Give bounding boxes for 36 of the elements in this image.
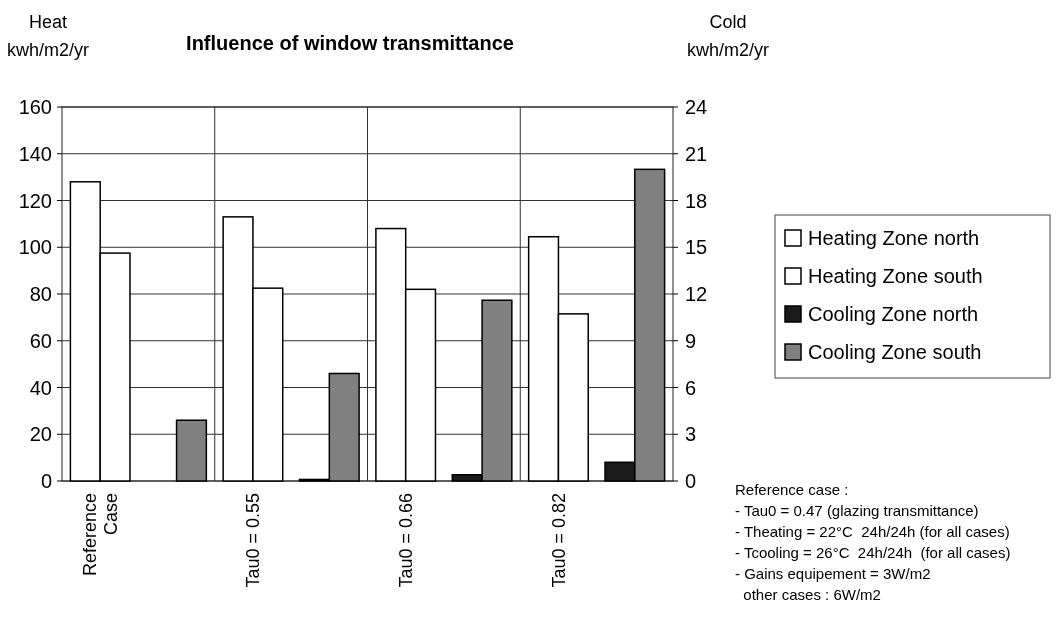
y2-tick-label: 18 xyxy=(685,189,708,212)
legend-label: Heating Zone north xyxy=(808,227,980,249)
y2-tick-label: 0 xyxy=(685,470,697,492)
text: - Gains equipement = 3W/m2 xyxy=(735,565,931,582)
y2-tick-label: 21 xyxy=(685,142,708,165)
text: - Tcooling = 26°C 24h/24h (for all cases) xyxy=(735,544,1011,561)
y-tick-label: 120 xyxy=(18,189,52,212)
y2-tick-label: 24 xyxy=(685,96,708,118)
y-tick-label: 40 xyxy=(29,376,52,399)
y-tick-label: 140 xyxy=(18,142,52,165)
y2-tick-label: 6 xyxy=(685,376,697,399)
x-tick-label: Reference Case xyxy=(79,493,122,577)
y2-axis-title: Cold kwh/m2/yr xyxy=(686,12,770,60)
legend-label: Cooling Zone south xyxy=(808,341,982,363)
y-tick-label: 100 xyxy=(18,236,52,259)
bar xyxy=(175,419,208,482)
y2-tick-label: 15 xyxy=(685,236,708,259)
text: Reference case : xyxy=(735,481,849,498)
y-tick-label: 20 xyxy=(29,423,52,446)
y-axis-title: Heat kwh/m2/yr xyxy=(6,12,90,60)
text: - Theating = 22°C 24h/24h (for all cases) xyxy=(735,523,1010,540)
y-tick-label: 80 xyxy=(29,283,52,305)
y2-tick-label: 3 xyxy=(685,423,697,446)
y-tick-label: 0 xyxy=(40,470,52,492)
y-tick-label: 160 xyxy=(18,96,52,118)
x-tick-label: Tau0 = 0.55 xyxy=(243,493,264,588)
chart-title: Influence of window transmittance xyxy=(186,32,514,54)
legend-label: Heating Zone south xyxy=(808,265,983,287)
legend-label: Cooling Zone north xyxy=(808,303,979,325)
x-tick-label: Tau0 = 0.82 xyxy=(548,493,569,588)
y-tick-label: 60 xyxy=(29,329,52,352)
text: other cases : 6W/m2 xyxy=(735,586,881,603)
y2-tick-label: 12 xyxy=(685,283,708,305)
x-tick-label: Tau0 = 0.66 xyxy=(395,493,416,588)
text: - Tau0 = 0.47 (glazing transmittance) xyxy=(735,502,979,519)
y2-tick-label: 9 xyxy=(685,329,697,352)
